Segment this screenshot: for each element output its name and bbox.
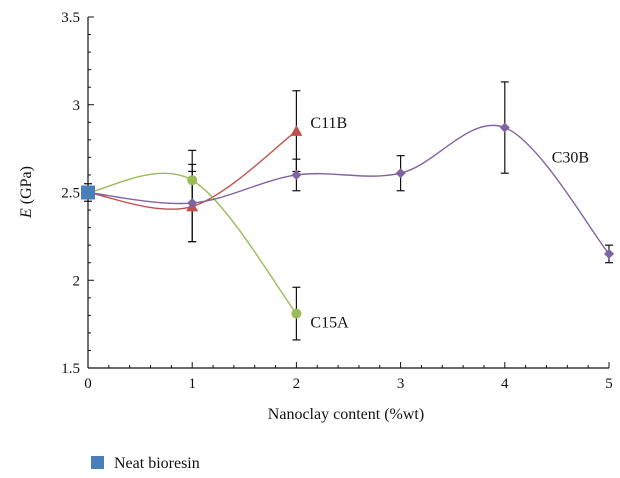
y-tick-label: 2 (73, 273, 81, 289)
y-tick-label: 1.5 (61, 361, 80, 377)
series-label-c15a: C15A (310, 315, 349, 332)
x-tick-label: 0 (84, 376, 92, 392)
series-c30b-marker-5 (604, 248, 614, 259)
y-tick-label: 2.5 (61, 186, 80, 202)
x-axis-title: Nanoclay content (%wt) (268, 406, 424, 423)
x-tick-label: 5 (605, 376, 613, 392)
series-label-c30b: C30B (552, 150, 589, 167)
series-line-c30b (87, 124, 610, 255)
series-c30b-marker-2 (291, 169, 302, 180)
series-c30b-marker-3 (395, 168, 406, 179)
legend-label-neat-bioresin: Neat bioresin (114, 455, 200, 472)
y-axis-title-unit: (GPa) (18, 166, 35, 208)
series-c11b-marker-2 (290, 125, 303, 136)
x-tick-label: 4 (501, 376, 509, 392)
y-axis-title: E (GPa) (18, 166, 35, 219)
x-tick-label: 3 (397, 376, 405, 392)
x-tick-label: 1 (188, 376, 196, 392)
y-tick-label: 3.5 (61, 10, 80, 26)
series-label-c11b: C11B (310, 115, 347, 132)
legend: Neat bioresin (91, 455, 200, 472)
neat-bioresin-marker (81, 185, 95, 200)
series-c30b-marker-1 (187, 198, 198, 209)
series-c15a-marker-2 (291, 308, 302, 319)
series-c15a-marker-1 (187, 175, 198, 186)
y-axis-title-symbol: E (18, 208, 35, 219)
series-c30b-marker-4 (499, 122, 510, 133)
x-tick-label: 2 (293, 376, 301, 392)
markers-layer (81, 122, 614, 319)
y-tick-label: 3 (73, 98, 81, 114)
legend-swatch-neat-bioresin (91, 456, 104, 469)
